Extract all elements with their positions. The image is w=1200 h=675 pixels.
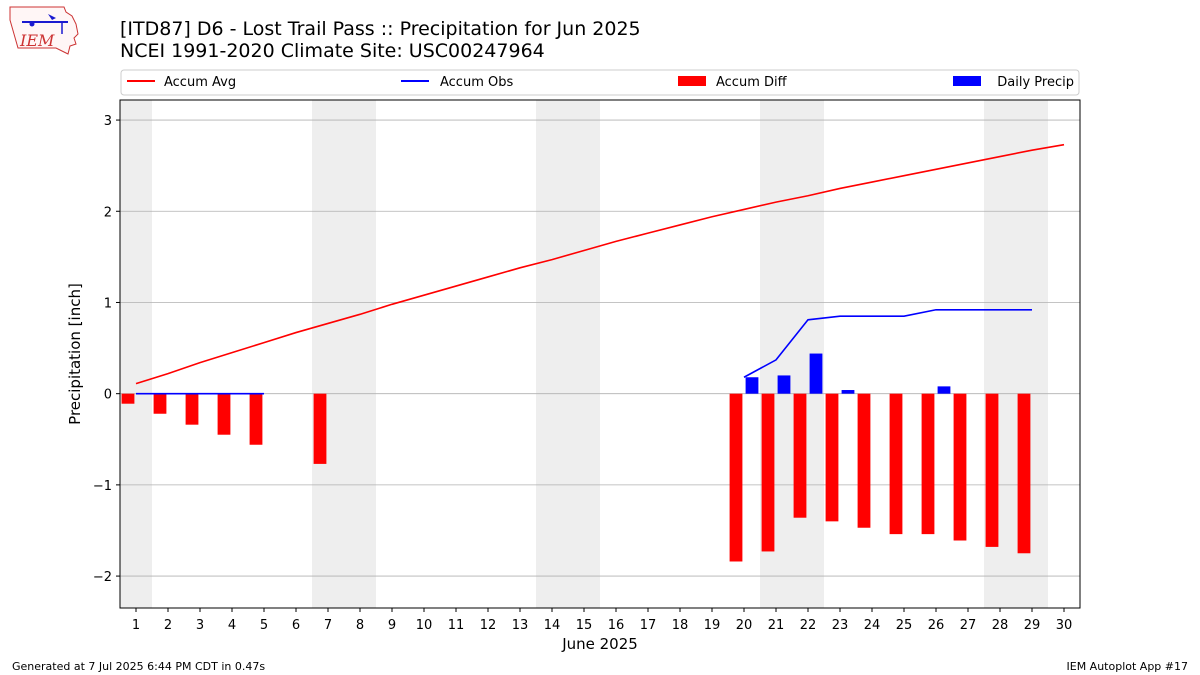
accum-diff-bar — [185, 393, 199, 425]
legend-label: Accum Diff — [716, 75, 788, 90]
x-tick-label: 9 — [388, 618, 396, 633]
x-tick-label: 21 — [768, 618, 785, 633]
x-tick-label: 26 — [928, 618, 945, 633]
lines — [135, 143, 1065, 395]
x-tick-label: 23 — [832, 618, 849, 633]
x-tick-label: 18 — [672, 618, 689, 633]
x-tick-label: 12 — [480, 618, 497, 633]
x-tick-label: 17 — [640, 618, 657, 633]
x-tick-label: 15 — [576, 618, 593, 633]
y-tick-label: 2 — [104, 205, 112, 220]
y-tick-label: 3 — [104, 114, 112, 129]
x-tick-label: 1 — [132, 618, 140, 633]
legend-label: Accum Avg — [164, 75, 236, 90]
bars — [121, 353, 1031, 562]
accum-obs-line — [743, 308, 1032, 378]
x-tick-label: 8 — [356, 618, 364, 633]
grid-lines — [120, 119, 1080, 577]
legend-label: Accum Obs — [440, 75, 513, 90]
accum-diff-bar — [921, 393, 935, 535]
x-tick-label: 20 — [736, 618, 753, 633]
weekend-band — [120, 100, 152, 608]
x-tick-label: 22 — [800, 618, 817, 633]
generated-timestamp: Generated at 7 Jul 2025 6:44 PM CDT in 0… — [12, 660, 266, 673]
accum-diff-bar — [153, 393, 167, 414]
x-tick-label: 28 — [992, 618, 1009, 633]
x-tick-label: 13 — [512, 618, 529, 633]
legend-label: Daily Precip — [997, 75, 1074, 90]
legend-bar-swatch — [678, 76, 706, 86]
accum-diff-bar — [825, 393, 839, 522]
legend: Accum Avg Accum Obs Accum Diff Daily Precip — [120, 69, 1080, 96]
x-tick-label: 29 — [1024, 618, 1041, 633]
weekend-band — [536, 100, 600, 608]
accum-diff-bar — [249, 393, 263, 445]
accum-diff-bar — [793, 393, 807, 518]
chart-subtitle: NCEI 1991-2020 Climate Site: USC00247964 — [120, 40, 545, 62]
x-tick-label: 3 — [196, 618, 204, 633]
accum-diff-bar — [1017, 393, 1031, 554]
app-credit: IEM Autoplot App #17 — [1066, 660, 1189, 673]
chart-title: [ITD87] D6 - Lost Trail Pass :: Precipit… — [120, 18, 641, 40]
accum-diff-bar — [121, 393, 135, 404]
x-tick-label: 11 — [448, 618, 465, 633]
legend-bar-swatch — [953, 76, 981, 86]
accum-diff-bar — [857, 393, 871, 528]
x-tick-label: 7 — [324, 618, 332, 633]
y-tick-label: −1 — [93, 479, 112, 494]
x-tick-label: 19 — [704, 618, 721, 633]
legend-frame — [120, 69, 1080, 96]
y-tick-label: −2 — [93, 570, 112, 585]
y-tick-label: 0 — [104, 388, 112, 403]
iem-logo: IEM — [6, 4, 82, 62]
x-tick-label: 25 — [896, 618, 913, 633]
accum-diff-bar — [217, 393, 231, 435]
x-tick-label: 30 — [1056, 618, 1073, 633]
y-tick-label: 1 — [104, 296, 112, 311]
accum-avg-line — [135, 143, 1065, 385]
x-tick-label: 14 — [544, 618, 561, 633]
y-axis-label: Precipitation [inch] — [66, 283, 84, 425]
accum-diff-bar — [889, 393, 903, 535]
daily-precip-bar — [937, 386, 951, 394]
x-tick-label: 6 — [292, 618, 300, 633]
accum-diff-bar — [313, 393, 327, 464]
accum-diff-bar — [953, 393, 967, 541]
x-tick-label: 27 — [960, 618, 977, 633]
x-axis-label: June 2025 — [561, 635, 638, 653]
accum-diff-bar — [729, 393, 743, 562]
x-tick-label: 4 — [228, 618, 236, 633]
accum-diff-bar — [761, 393, 775, 552]
weekend-band — [312, 100, 376, 608]
x-tick-label: 16 — [608, 618, 625, 633]
x-tick-label: 10 — [416, 618, 433, 633]
accum-diff-bar — [985, 393, 999, 547]
x-tick-label: 5 — [260, 618, 268, 633]
daily-precip-bar — [745, 377, 759, 394]
x-tick-label: 24 — [864, 618, 881, 633]
plot-frame — [119, 99, 1081, 609]
daily-precip-bar — [777, 375, 791, 394]
x-tick-label: 2 — [164, 618, 172, 633]
daily-precip-bar — [841, 390, 855, 394]
logo-text: IEM — [19, 31, 55, 50]
weekend-shading — [120, 100, 1048, 608]
daily-precip-bar — [809, 353, 823, 394]
